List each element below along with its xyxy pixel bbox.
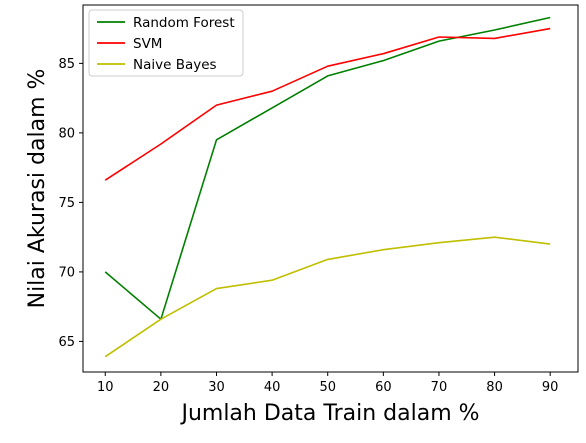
legend-entry-label: Naive Bayes [133,57,217,73]
y-tick-label: 75 [58,196,75,211]
x-tick-label: 60 [375,380,392,395]
x-tick-label: 50 [319,380,336,395]
x-axis-label: Jumlah Data Train dalam % [179,401,479,426]
series-line-random-forest [104,16,551,321]
series-line-naive-bayes [104,236,551,358]
axes-frame [82,4,579,373]
plot-area [104,16,551,358]
y-tick-label: 65 [58,335,75,350]
x-tick-label: 80 [486,380,503,395]
legend-box [88,9,244,77]
legend-entry-label: Random Forest [133,15,235,31]
x-tick-label: 40 [264,380,281,395]
series-line-svm [104,27,551,181]
y-tick-label: 85 [58,57,75,72]
y-tick-label: 80 [58,126,75,141]
x-tick-label: 10 [97,380,114,395]
x-tick-label: 30 [208,380,225,395]
legend: Random Forest SVM Naive Bayes [88,9,244,77]
y-tick-label: 70 [58,265,75,280]
legend-entry-label: SVM [133,36,162,52]
y-axis-label: Nilai Akurasi dalam % [25,69,50,309]
axis-ticks: 10 20 30 40 50 60 70 80 90 65 70 75 80 85 [58,57,558,395]
x-tick-label: 20 [153,380,170,395]
x-tick-label: 90 [542,380,559,395]
x-tick-label: 70 [431,380,448,395]
